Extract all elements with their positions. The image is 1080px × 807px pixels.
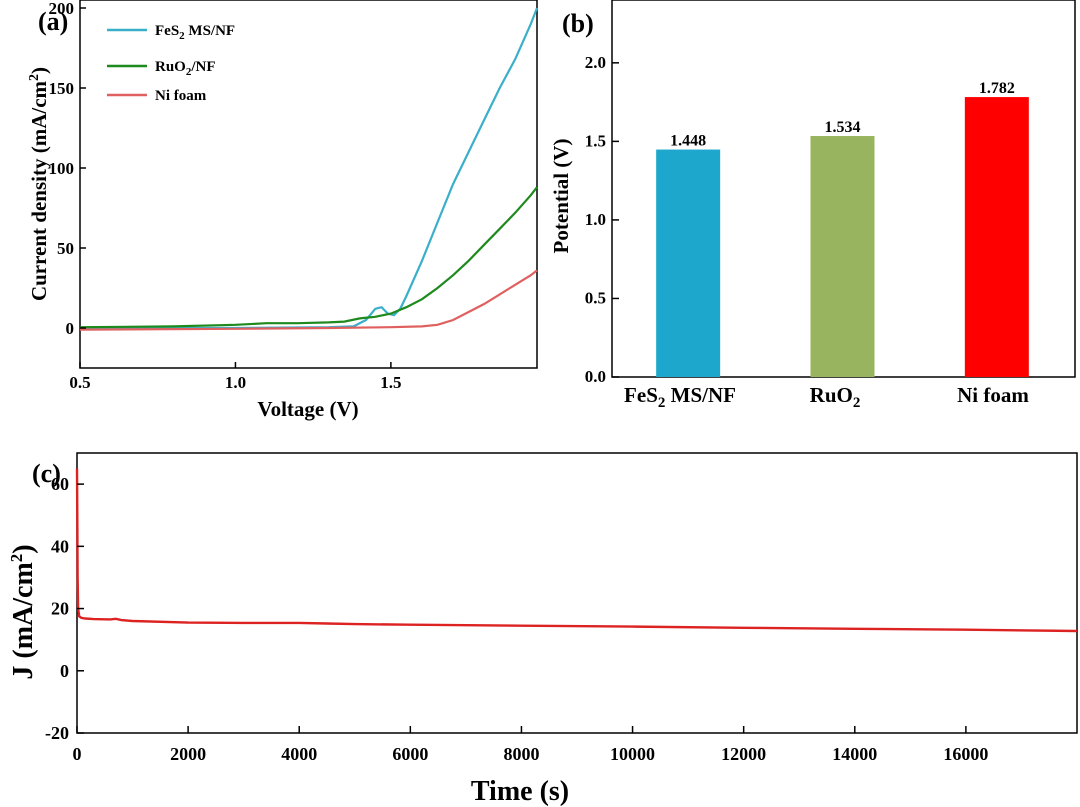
bar-ruo2: [810, 136, 875, 377]
panel-a-frame: [79, 0, 538, 369]
legend-label-fes2: FeS2 MS/NF: [155, 23, 235, 42]
y-tick-label: 60: [51, 474, 69, 494]
panel-b-label: (b): [562, 9, 594, 38]
panel-c-label: (c): [32, 459, 61, 488]
x-tick-label: 14000: [832, 744, 877, 764]
y-tick-label: -20: [45, 723, 69, 743]
series-line-current-density: [75, 468, 1078, 633]
y-tick-label: 40: [51, 536, 69, 556]
x-tick-label: 6000: [392, 744, 428, 764]
bar-value-label: 1.782: [979, 80, 1015, 97]
x-tick-label: 1.5: [380, 373, 401, 392]
bar-fes2-ms-nf: [656, 149, 721, 377]
y-tick-label: 200: [49, 0, 75, 18]
y-tick-label: 1.5: [585, 131, 606, 150]
y-tick-label: 0: [60, 661, 69, 681]
panel-a-legend: FeS2 MS/NF RuO2/NF Ni foam: [107, 23, 235, 104]
category-label-ni-foam: Ni foam: [957, 383, 1029, 407]
panel-b-bar-chart: (b) 0.0 0.5 1.0 1.5 2.0 1.448 1.534 1.782 FeS2…: [549, 0, 1076, 411]
series-line-ni-foam: [79, 269, 538, 331]
x-tick-label: 0: [73, 744, 82, 764]
bar-value-label: 1.534: [825, 119, 861, 136]
panel-c-frame: [76, 452, 1078, 734]
bar-value-label: 1.448: [670, 133, 706, 150]
x-tick-label: 10000: [610, 744, 655, 764]
y-tick-label: 150: [49, 79, 75, 98]
y-tick-label: 50: [57, 239, 74, 258]
series-line-fes2-ms-nf: [80, 7, 539, 330]
y-tick-label: 0: [66, 319, 75, 338]
y-tick-label: 20: [51, 599, 69, 619]
series-line-ruo2-nf: [79, 186, 538, 329]
panel-a-label: (a): [38, 7, 68, 36]
panel-a-y-axis-label: Current density (mA/cm2): [27, 67, 51, 301]
x-tick-label: 2000: [170, 744, 206, 764]
panel-b-y-axis-label: Potential (V): [549, 139, 573, 254]
panel-c-y-axis-label: J (mA/cm2): [7, 544, 39, 679]
x-tick-label: 16000: [943, 744, 988, 764]
panel-a-x-axis-label: Voltage (V): [257, 397, 358, 421]
x-tick-label: 8000: [503, 744, 539, 764]
x-tick-label: 12000: [721, 744, 766, 764]
panel-c-x-axis-label: Time (s): [471, 776, 569, 807]
legend-label-ruo2: RuO2/NF: [155, 59, 216, 78]
y-tick-label: 0.5: [585, 288, 606, 307]
x-tick-label: 4000: [281, 744, 317, 764]
y-tick-label: 0.0: [585, 367, 606, 386]
y-tick-label: 1.0: [585, 210, 606, 229]
panel-a-line-chart: (a) 0 50 100 150 200 0.5 1.0 1.5 FeS2 MS/NF Ru…: [27, 0, 539, 421]
y-tick-label: 2.0: [585, 53, 606, 72]
y-tick-label: 100: [49, 159, 75, 178]
x-tick-label: 1.0: [225, 373, 246, 392]
x-tick-label: 0.5: [69, 373, 90, 392]
bar-ni-foam: [964, 97, 1029, 377]
category-label-fes2: FeS2 MS/NF: [624, 383, 736, 411]
category-label-ruo2: RuO2: [810, 383, 861, 411]
legend-label-ni-foam: Ni foam: [155, 88, 207, 104]
